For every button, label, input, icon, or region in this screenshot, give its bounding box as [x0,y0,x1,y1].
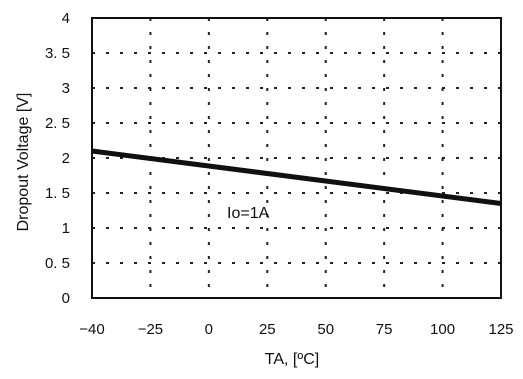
y-axis-title: Dropout Voltage [V] [15,93,32,232]
y-tick-label: 0 [62,290,70,307]
x-tick-label: 100 [430,321,455,338]
series-layer [91,148,502,206]
y-tick-label: 3 [62,80,70,97]
y-tick-label: 1. 5 [45,185,70,202]
y-axis-ticks: 0 0. 5 1 1. 5 2 2. 5 3 3. 5 4 [45,10,70,307]
x-tick-label: 25 [259,321,276,338]
y-tick-label: 4 [62,10,70,27]
y-tick-label: 2. 5 [45,115,70,132]
y-tick-label: 0. 5 [45,255,70,272]
x-tick-label: 50 [317,321,334,338]
y-tick-label: 1 [62,220,70,237]
plot-frame [91,17,502,299]
y-tick-label: 2 [62,150,70,167]
y-tick-label: 3. 5 [45,45,70,62]
dropout-voltage-line [91,148,502,206]
x-axis-title: TA, [ºC] [265,351,319,368]
x-tick-label: 0 [205,321,213,338]
x-tick-label: 125 [488,321,513,338]
x-axis-ticks: −40 −25 0 25 50 75 100 125 [79,321,513,338]
annotation-io-1a: Io=1A [227,205,270,222]
x-tick-label: −25 [138,321,163,338]
x-tick-label: 75 [376,321,393,338]
x-tick-label: −40 [79,321,104,338]
